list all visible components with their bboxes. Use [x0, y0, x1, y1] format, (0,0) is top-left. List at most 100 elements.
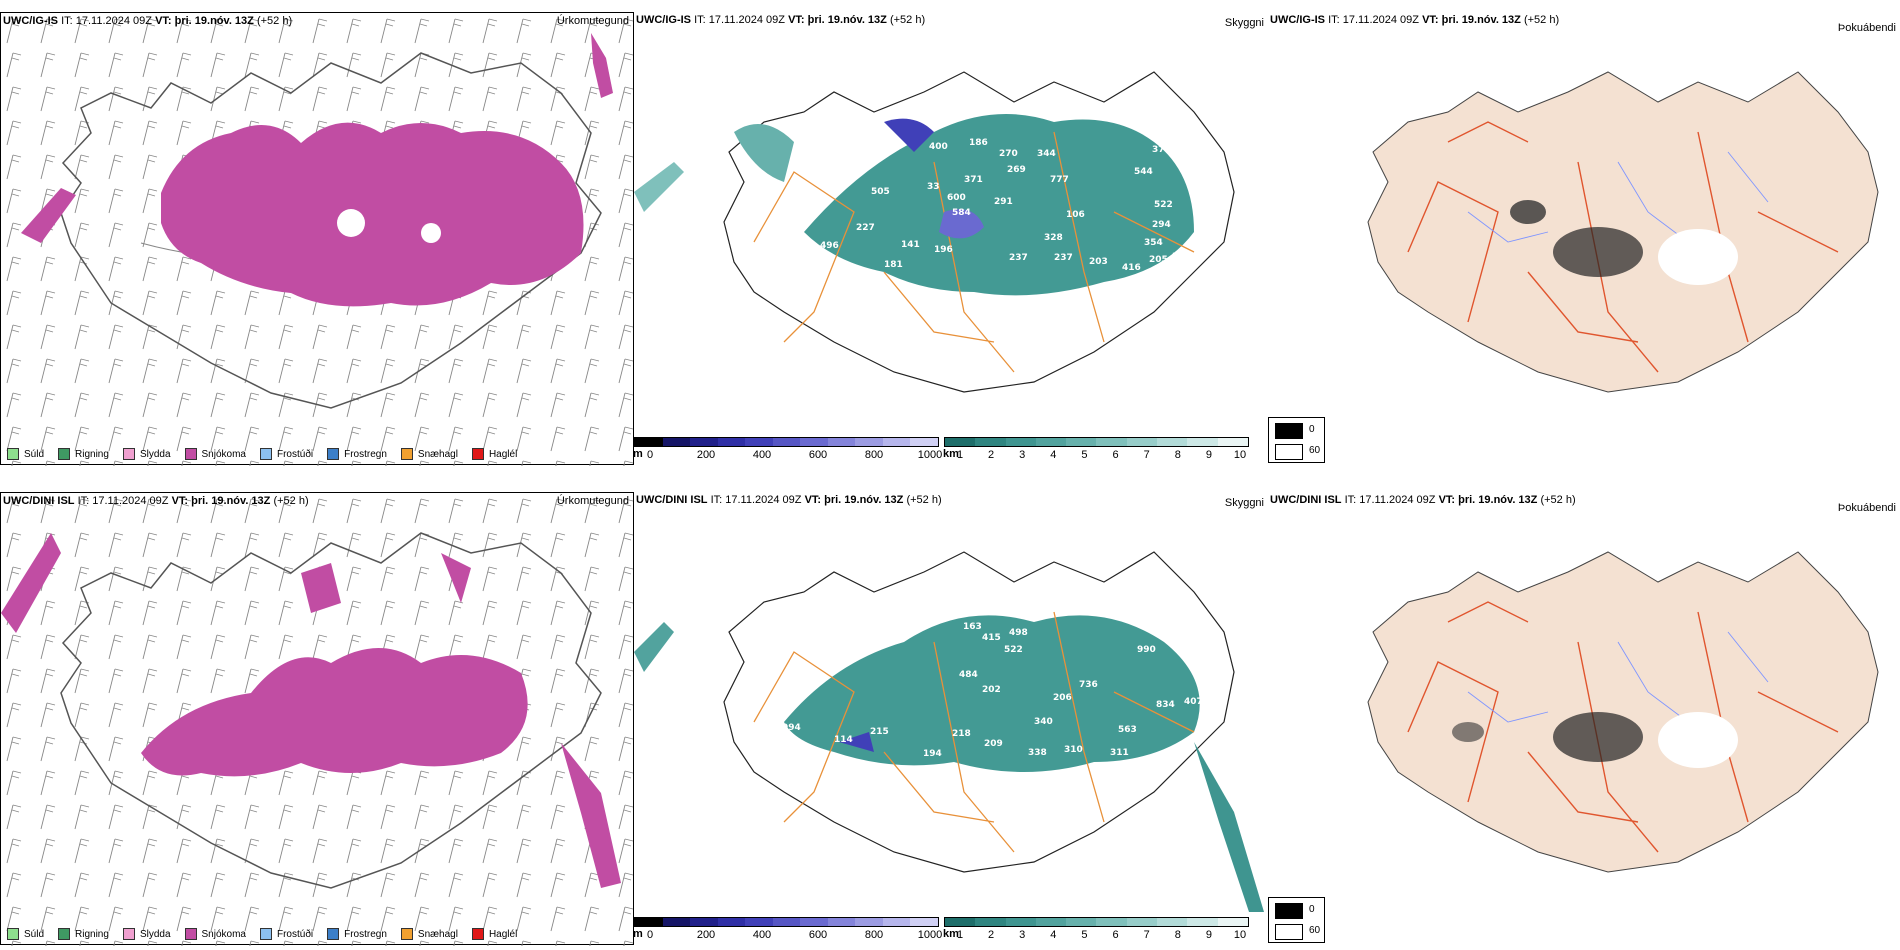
height-label: 600 [947, 193, 966, 203]
fog-title: Þokuábendi [1837, 22, 1896, 34]
height-label: 344 [1037, 149, 1056, 159]
colorbar-tick: 400 [752, 929, 772, 941]
colorbar-tick: 4 [1050, 929, 1057, 941]
colorbar-tick: 600 [808, 929, 828, 941]
visibility-colorbar-top: 1 2 3 4 5 6 7 8 9 10 km [943, 437, 1249, 461]
height-label: 291 [994, 197, 1013, 207]
colorbar-tick: 9 [1205, 449, 1212, 461]
colorbar-tick: 5 [1081, 929, 1088, 941]
height-colorbar-gradient [634, 437, 939, 447]
legend-swatch-sleet [122, 928, 135, 940]
height-label: 294 [1152, 220, 1171, 230]
height-colorbar-gradient [634, 917, 939, 927]
legend-swatch-rain [58, 928, 71, 940]
cloud-map-top: 400 186 270 344 33 371 269 505 600 777 584 291 227 49… [634, 71, 1235, 393]
height-label: 215 [870, 727, 889, 737]
height-label: 194 [923, 749, 942, 759]
height-label: 496 [820, 241, 839, 251]
legend-swatch-hail [471, 928, 484, 940]
sky-legend-top: 0 60 [1268, 417, 1325, 463]
colorbar-tick: 8 [1174, 929, 1181, 941]
height-label: 181 [884, 260, 903, 270]
height-label: 209 [984, 739, 1003, 749]
sky-dark-swatch [1275, 903, 1303, 919]
colorbar-tick: 8 [1174, 449, 1181, 461]
colorbar-tick: 600 [808, 449, 828, 461]
height-label: 205 [1149, 255, 1168, 265]
snow-area [161, 122, 584, 307]
legend-swatch-snow-grains [400, 928, 413, 940]
fog-panel-top: UWC/IG-IS IT: 17.11.2024 09Z VT: þri. 19… [1268, 12, 1900, 465]
height-label: 400 [929, 142, 948, 152]
height-label: 338 [1028, 748, 1047, 758]
visibility-colorbar-gradient [944, 437, 1249, 447]
colorbar-tick: 7 [1143, 449, 1150, 461]
height-label: 269 [1007, 165, 1026, 175]
colorbar-tick: 1 [956, 929, 964, 941]
panel-title-top: UWC/IG-IS IT: 17.11.2024 09Z VT: þri. 19… [3, 15, 293, 27]
colorbar-tick: 800 [864, 449, 884, 461]
height-label: 544 [1134, 167, 1153, 177]
colorbar-tick: 6 [1112, 929, 1119, 941]
precip-map-top [1, 13, 635, 466]
fog-panel-bottom: UWC/DINI ISL IT: 17.11.2024 09Z VT: þri.… [1268, 492, 1900, 945]
legend-swatch-freezing-rain [327, 448, 340, 460]
panel-title-bottom: UWC/DINI ISL IT: 17.11.2024 09Z VT: þri.… [3, 495, 309, 507]
height-label: 563 [1118, 725, 1137, 735]
height-label: 237 [1054, 253, 1073, 263]
height-label: 163 [963, 622, 982, 632]
panel-title-cloud-top: UWC/IG-IS IT: 17.11.2024 09Z VT: þri. 19… [636, 14, 926, 26]
height-label: 777 [1050, 175, 1069, 185]
height-label: 415 [982, 633, 1001, 643]
fog-map-top [1367, 71, 1879, 393]
height-label: 522 [1154, 200, 1173, 210]
sky-light-swatch [1275, 924, 1303, 940]
visibility-colorbar-gradient [944, 917, 1249, 927]
height-label: 407 [1184, 697, 1203, 707]
height-label: 202 [982, 685, 1001, 695]
colorbar-tick: 4 [1050, 449, 1057, 461]
fog-title-bottom: Þokuábendi [1837, 502, 1896, 514]
precip-type-panel-bottom: UWC/DINI ISL IT: 17.11.2024 09Z VT: þri.… [0, 492, 635, 946]
height-label: 380 [1172, 252, 1191, 262]
legend-swatch-rain [58, 448, 71, 460]
colorbar-tick: 800 [864, 929, 884, 941]
colorbar-tick: 1000 [917, 449, 943, 461]
height-label: 584 [952, 208, 971, 218]
height-label: 505 [871, 187, 890, 197]
height-label: 498 [1009, 628, 1028, 638]
panel-title-cloud-bottom: UWC/DINI ISL IT: 17.11.2024 09Z VT: þri.… [636, 494, 942, 506]
fog-map-bottom [1367, 551, 1879, 873]
height-label: 376 [1152, 145, 1171, 155]
colorbar-tick: 0 [646, 929, 654, 941]
panel-title-fog-bottom: UWC/DINI ISL IT: 17.11.2024 09Z VT: þri.… [1270, 494, 1576, 506]
precip-legend: Súld Rigning Slydda Snjókoma Frostúði Fr… [7, 448, 531, 460]
legend-swatch-hail [471, 448, 484, 460]
sky-light-swatch [1275, 444, 1303, 460]
colorbar-tick: 3 [1019, 449, 1026, 461]
precip-map-bottom [1, 493, 635, 946]
cloud-title-bottom: Skyggni [1224, 497, 1264, 509]
height-label: 106 [1066, 210, 1085, 220]
height-label: 218 [952, 729, 971, 739]
legend-swatch-freezing-drizzle [259, 928, 272, 940]
height-label: 484 [959, 670, 978, 680]
height-label: 114 [834, 735, 853, 745]
cloud-title: Skyggni [1224, 17, 1264, 29]
colorbar-tick: 5 [1081, 449, 1088, 461]
height-label: 310 [1064, 745, 1083, 755]
legend-swatch-freezing-rain [327, 928, 340, 940]
height-label: 186 [969, 138, 988, 148]
sky-dark-swatch [1275, 423, 1303, 439]
height-label: 270 [999, 149, 1018, 159]
cloud-panel-top: 400 186 270 344 33 371 269 505 600 777 584 291 227 49… [633, 12, 1325, 465]
colorbar-tick: 1000 [917, 929, 943, 941]
height-colorbar-bottom: 0 200 400 600 800 1000 m [633, 917, 943, 941]
height-label: 328 [1044, 233, 1063, 243]
colorbar-tick: 2 [988, 449, 995, 461]
legend-swatch-sleet [122, 448, 135, 460]
height-label: 736 [1079, 680, 1098, 690]
colorbar-tick: 9 [1205, 929, 1212, 941]
height-label: 237 [1009, 253, 1028, 263]
colorbar-tick: 6 [1112, 449, 1119, 461]
